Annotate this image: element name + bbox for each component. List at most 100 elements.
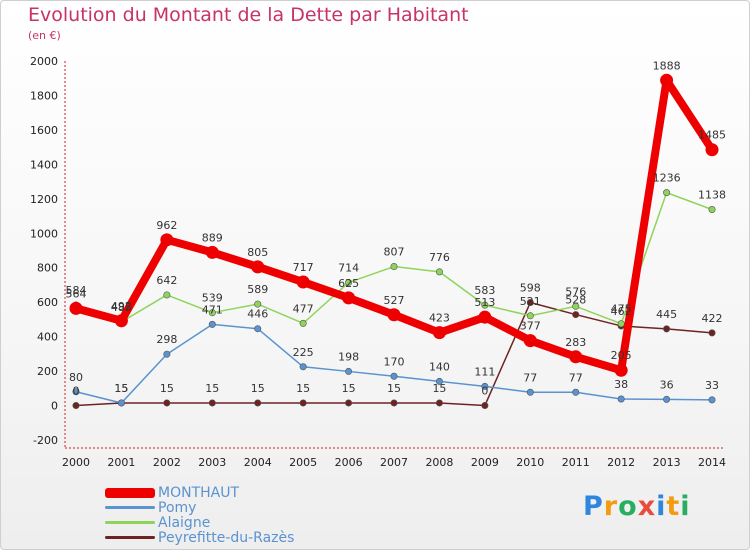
data-point (481, 402, 489, 410)
data-point (345, 399, 353, 407)
legend-item-alaigne: Alaigne (105, 514, 294, 531)
data-point (296, 275, 310, 289)
data-label: 111 (474, 365, 495, 378)
x-tick-label: 2004 (244, 456, 272, 469)
data-point (435, 377, 443, 385)
data-label: 15 (296, 382, 310, 395)
legend-swatch-peyrefitte (105, 536, 155, 539)
data-point (208, 309, 216, 317)
x-tick-label: 2008 (425, 456, 453, 469)
data-point (251, 260, 265, 274)
data-point (254, 325, 262, 333)
data-point (72, 402, 80, 410)
data-label: 15 (114, 382, 128, 395)
logo-letter: t (666, 491, 681, 522)
x-tick-label: 2003 (198, 456, 226, 469)
data-point (663, 395, 671, 403)
data-point (299, 319, 307, 327)
data-point (345, 367, 353, 375)
data-point (163, 291, 171, 299)
legend-label-monthaut: MONTHAUT (158, 484, 240, 501)
data-label: 492 (111, 300, 132, 313)
data-point (299, 399, 307, 407)
data-label: 1236 (653, 172, 681, 185)
chart-subtitle: (en €) (28, 29, 61, 42)
x-tick-label: 2009 (471, 456, 499, 469)
chart-legend: MONTHAUT Pomy Alaigne Peyrefitte-du-Razè… (105, 484, 295, 546)
data-label: 1485 (698, 129, 726, 142)
logo-letter: o (618, 491, 638, 522)
data-label: 539 (202, 292, 223, 305)
data-point (163, 399, 171, 407)
logo-letter: P (583, 491, 604, 522)
data-point (390, 372, 398, 380)
data-point (117, 399, 125, 407)
data-label: 15 (251, 382, 265, 395)
data-label: 205 (611, 349, 632, 362)
data-point (205, 245, 219, 259)
data-point (299, 363, 307, 371)
data-point (435, 268, 443, 276)
data-point (705, 143, 719, 157)
proxiti-logo: Proxiti (583, 491, 691, 522)
data-label: 583 (474, 284, 495, 297)
data-label: 198 (338, 350, 359, 363)
data-label: 807 (384, 246, 405, 259)
y-tick-label: 1400 (30, 158, 58, 171)
data-point (617, 320, 625, 328)
data-label: 15 (160, 382, 174, 395)
legend-item-pomy: Pomy (105, 500, 294, 516)
x-tick-label: 2005 (289, 456, 317, 469)
data-label: 477 (293, 302, 314, 315)
data-label: 80 (69, 371, 83, 384)
legend-label-alaigne: Alaigne (158, 514, 211, 531)
data-point (523, 334, 537, 348)
data-point (208, 320, 216, 328)
legend-swatch-monthaut (105, 487, 155, 498)
data-label: 528 (565, 294, 586, 307)
data-point (614, 363, 628, 377)
data-point (526, 299, 534, 307)
data-label: 962 (156, 219, 177, 232)
data-point (663, 325, 671, 333)
data-label: 714 (338, 262, 359, 275)
data-point (481, 382, 489, 390)
data-label: 283 (565, 336, 586, 349)
data-label: 717 (293, 261, 314, 274)
data-label: 298 (156, 333, 177, 346)
data-point (254, 300, 262, 308)
x-tick-label: 2012 (607, 456, 635, 469)
legend-item-peyrefitte: Peyrefitte-du-Razès (105, 529, 295, 546)
x-tick-label: 2002 (153, 456, 181, 469)
data-point (572, 388, 580, 396)
legend-item-monthaut: MONTHAUT (105, 484, 294, 501)
x-tick-label: 2011 (562, 456, 590, 469)
data-label: 15 (205, 382, 219, 395)
data-point (569, 350, 583, 364)
data-point (254, 399, 262, 407)
data-label: 527 (384, 294, 405, 307)
x-tick-label: 2001 (107, 456, 135, 469)
data-label: 38 (614, 378, 628, 391)
data-point (435, 399, 443, 407)
data-label: 576 (565, 285, 586, 298)
y-tick-label: 400 (37, 331, 58, 344)
data-point (387, 308, 401, 322)
y-tick-label: 0 (51, 400, 58, 413)
data-label: 1138 (698, 188, 726, 201)
data-label: 15 (114, 382, 128, 395)
data-label: 15 (387, 382, 401, 395)
data-label: 422 (702, 312, 723, 325)
data-label: 1888 (653, 59, 681, 72)
y-tick-label: 2000 (30, 55, 58, 68)
data-label: 598 (520, 282, 541, 295)
y-tick-label: 1600 (30, 124, 58, 137)
data-point (390, 263, 398, 271)
chart-title: Evolution du Montant de la Dette par Hab… (28, 4, 469, 26)
y-tick-label: -200 (33, 434, 58, 447)
legend-swatch-pomy (105, 506, 155, 509)
legend-label-peyrefitte: Peyrefitte-du-Razès (158, 529, 295, 546)
data-point (345, 279, 353, 287)
y-tick-label: 800 (37, 262, 58, 275)
